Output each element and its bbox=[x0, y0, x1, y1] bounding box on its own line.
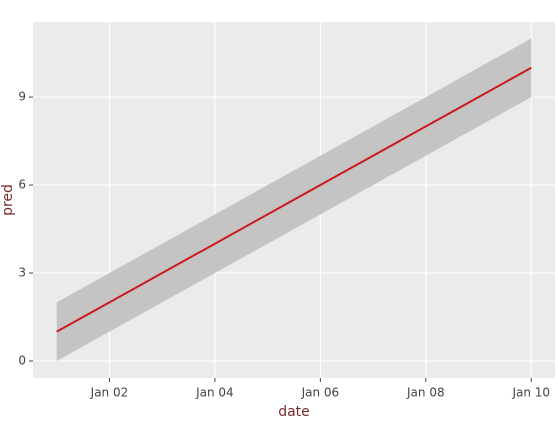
y-tick-label: 9 bbox=[18, 90, 26, 104]
x-tick-label: Jan 10 bbox=[511, 386, 550, 400]
y-tick-label: 6 bbox=[18, 178, 26, 192]
x-tick-label: Jan 04 bbox=[195, 386, 234, 400]
x-axis-title: date bbox=[278, 404, 310, 420]
y-tick-label: 3 bbox=[18, 266, 26, 280]
x-tick-label: Jan 02 bbox=[90, 386, 129, 400]
line bbox=[56, 66, 532, 333]
y-axis-title: pred bbox=[0, 184, 16, 216]
x-tick-label: Jan 08 bbox=[406, 386, 445, 400]
x-tick-label: Jan 06 bbox=[301, 386, 340, 400]
y-tick-label: 0 bbox=[18, 353, 26, 367]
